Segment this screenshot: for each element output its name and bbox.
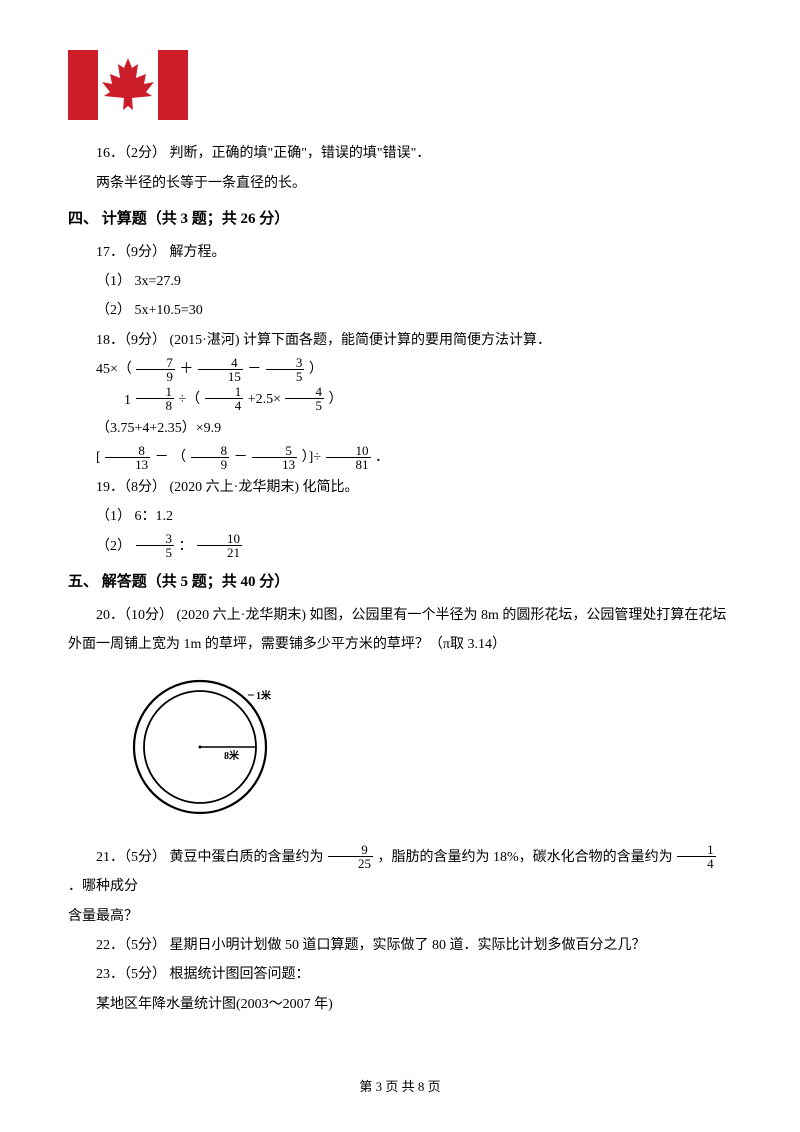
q18-l2-suffix: ） — [328, 392, 342, 407]
question-16-body: 两条半径的长等于一条直径的长。 — [68, 169, 732, 198]
circle-diagram: 8米 1米 — [128, 671, 732, 832]
q21-mid: ，脂肪的含量约为 18%，碳水化合物的含量约为 — [378, 850, 677, 865]
fraction: 1081 — [326, 444, 371, 471]
q16-label: 16．（2分） 判断，正确的填"正确"，错误的填"错误"． — [96, 146, 430, 161]
q17-label: 17．（9分） 解方程。 — [96, 245, 226, 260]
q21-prefix: 21．（5分） 黄豆中蛋白质的含量约为 — [96, 850, 327, 865]
canada-flag — [68, 50, 188, 131]
op-plus: +2.5× — [248, 392, 285, 407]
fraction: 45 — [285, 385, 324, 412]
fraction: 14 — [677, 843, 716, 870]
q18-line4: [ 813 － （ 89 － 513 ）]÷ 1081 ． — [68, 443, 732, 472]
question-17: 17．（9分） 解方程。 — [68, 238, 732, 267]
q19-sub2-prefix: （2） — [96, 539, 135, 554]
question-16: 16．（2分） 判断，正确的填"正确"，错误的填"错误"． — [68, 139, 732, 168]
q18-l1-prefix: 45×（ — [96, 362, 132, 377]
fraction: 18 — [136, 385, 175, 412]
question-22: 22．（5分） 星期日小明计划做 50 道口算题，实际做了 80 道．实际比计划… — [68, 931, 732, 960]
page-footer: 第 3 页 共 8 页 — [0, 1073, 800, 1100]
section-4-header: 四、 计算题（共 3 题；共 26 分） — [68, 204, 732, 236]
q16-body-text: 两条半径的长等于一条直径的长。 — [96, 176, 306, 191]
q20-label: 20．（10分） (2020 六上·龙华期末) 如图，公园里有一个半径为 8m … — [96, 608, 726, 623]
fraction: 35 — [136, 532, 175, 559]
q19-sub1: （1） 6：1.2 — [68, 502, 732, 531]
question-20-line2: 外面一周铺上宽为 1m 的草坪，需要铺多少平方米的草坪？（π取 3.14） — [68, 630, 732, 659]
fraction: 89 — [191, 444, 230, 471]
question-21-line2: 含量最高？ — [68, 902, 732, 931]
q19-sub2: （2） 35 ： 1021 — [68, 532, 732, 561]
fraction: 513 — [252, 444, 297, 471]
ratio-colon: ： — [179, 539, 197, 554]
op-minus: － （ — [155, 450, 190, 465]
q18-line3: （3.75+4+2.35）×9.9 — [68, 414, 732, 443]
fraction: 35 — [266, 356, 305, 383]
fraction: 14 — [205, 385, 244, 412]
fraction: 925 — [328, 843, 373, 870]
q18-line2: 1 18 ÷（ 14 +2.5× 45 ） — [68, 385, 732, 414]
question-18: 18．（9分） (2015·湛河) 计算下面各题，能简便计算的要用简便方法计算． — [68, 326, 732, 355]
q18-label: 18．（9分） (2015·湛河) 计算下面各题，能简便计算的要用简便方法计算． — [96, 333, 551, 348]
question-20-line1: 20．（10分） (2020 六上·龙华期末) 如图，公园里有一个半径为 8m … — [68, 601, 732, 630]
svg-text:1米: 1米 — [256, 689, 272, 702]
line-end: ． — [375, 450, 389, 465]
q21-suffix: ．哪种成分 — [68, 879, 138, 894]
fraction: 79 — [136, 356, 175, 383]
fraction: 1021 — [197, 532, 242, 559]
q18-l1-suffix: ） — [309, 362, 323, 377]
q17-sub1: （1） 3x=27.9 — [68, 267, 732, 296]
section-5-header: 五、 解答题（共 5 题；共 40 分） — [68, 567, 732, 599]
q19-label: 19．（8分） (2020 六上·龙华期末) 化简比。 — [96, 480, 359, 495]
op-minus: － — [234, 450, 252, 465]
mixed-int: 1 — [96, 386, 131, 415]
op-div: ÷（ — [179, 392, 201, 407]
q17-sub2: （2） 5x+10.5=30 — [68, 296, 732, 325]
fraction: 415 — [198, 356, 243, 383]
question-19: 19．（8分） (2020 六上·龙华期末) 化简比。 — [68, 473, 732, 502]
q18-line1: 45×（ 79 ＋ 415 － 35 ） — [68, 355, 732, 384]
question-23: 23．（5分） 根据统计图回答问题： — [68, 960, 732, 989]
q20-label2: 外面一周铺上宽为 1m 的草坪，需要铺多少平方米的草坪？（π取 3.14） — [68, 637, 506, 652]
fraction: 813 — [105, 444, 150, 471]
question-21-line1: 21．（5分） 黄豆中蛋白质的含量约为 925 ，脂肪的含量约为 18%，碳水化… — [68, 843, 732, 902]
op-minus: － — [247, 362, 265, 377]
question-23-body: 某地区年降水量统计图(2003～2007 年) — [68, 990, 732, 1019]
bracket-open: [ — [96, 450, 104, 465]
svg-text:8米: 8米 — [224, 749, 240, 762]
bracket-mid: ）]÷ — [302, 450, 325, 465]
op-plus: ＋ — [179, 362, 197, 377]
